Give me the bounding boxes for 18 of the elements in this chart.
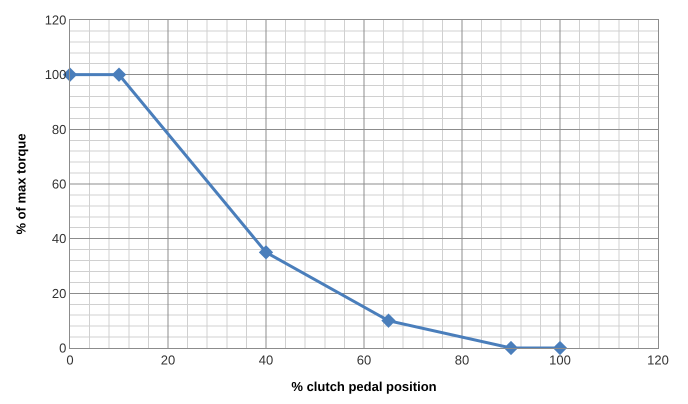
point xyxy=(258,245,274,260)
x-tick-label: 120 xyxy=(647,352,669,368)
y-tick-label: 100 xyxy=(44,67,66,82)
x-axis-title: % clutch pedal position xyxy=(291,379,437,394)
point xyxy=(381,314,396,328)
y-tick-label: 40 xyxy=(52,231,66,246)
point xyxy=(112,68,126,82)
y-axis-title: % of max torque xyxy=(14,133,29,235)
y-tick-label: 80 xyxy=(52,122,66,137)
y-tick-label: 120 xyxy=(44,12,66,28)
y-tick-label: 0 xyxy=(59,340,66,356)
x-tick-label: 20 xyxy=(160,352,176,368)
x-tick-label: 40 xyxy=(258,352,274,368)
x-tick-label: 100 xyxy=(549,352,571,368)
x-tick-label: 60 xyxy=(356,352,372,368)
y-tick-label: 60 xyxy=(52,176,66,192)
x-tick-label: 80 xyxy=(454,352,470,368)
y-tick-label: 20 xyxy=(52,286,66,301)
